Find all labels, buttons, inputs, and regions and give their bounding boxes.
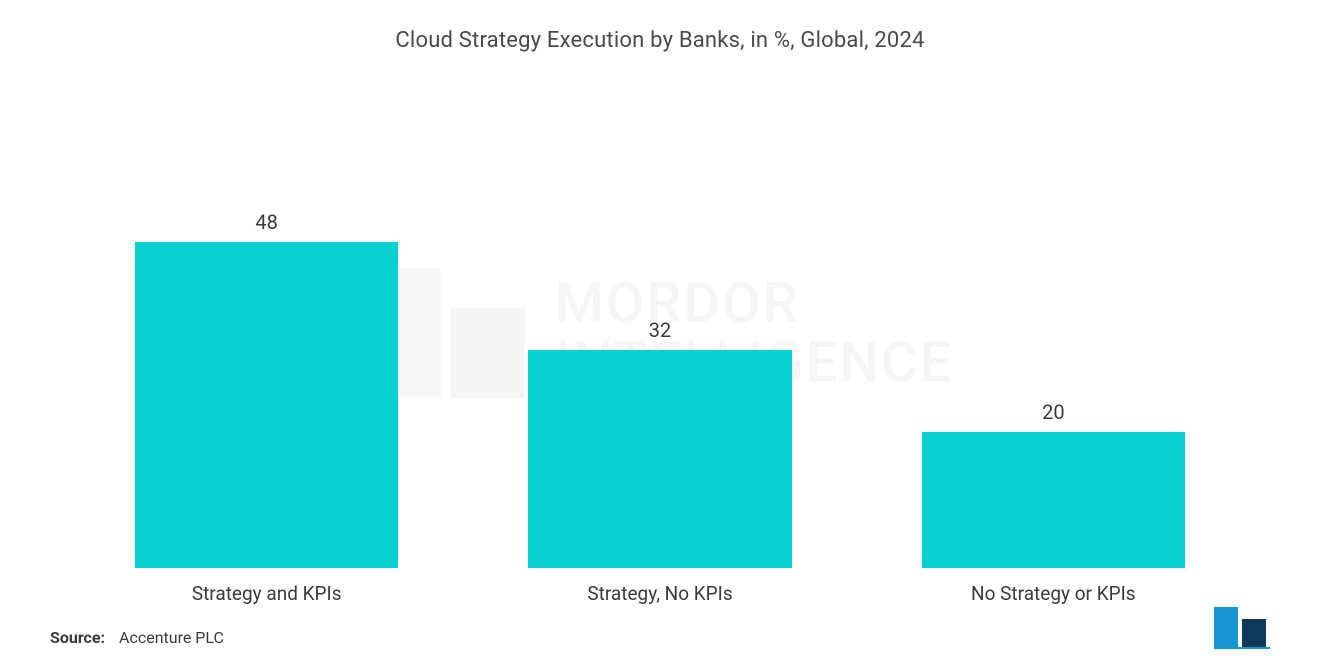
category-label: Strategy, No KPIs	[463, 582, 856, 605]
category-label: No Strategy or KPIs	[857, 582, 1250, 605]
brand-logo-bars-icon	[1214, 607, 1270, 647]
bar	[528, 350, 792, 568]
source-value: Accenture PLC	[119, 628, 224, 647]
source-label: Source:	[50, 628, 105, 647]
logo-underline	[1214, 647, 1270, 649]
source-citation: Source: Accenture PLC	[50, 628, 224, 647]
bar-slot: 32	[463, 93, 856, 568]
bar-chart: Cloud Strategy Execution by Banks, in %,…	[50, 20, 1270, 605]
bar-value-label: 32	[649, 318, 671, 342]
category-label: Strategy and KPIs	[70, 582, 463, 605]
bar-slot: 48	[70, 93, 463, 568]
bar-value-label: 20	[1042, 400, 1064, 424]
bar	[922, 432, 1186, 568]
chart-footer: Source: Accenture PLC	[50, 607, 1270, 647]
bar	[135, 242, 399, 568]
bar-slot: 20	[857, 93, 1250, 568]
plot-area: 48 32 20	[50, 93, 1270, 568]
brand-logo	[1214, 607, 1270, 647]
bar-value-label: 48	[255, 210, 277, 234]
category-axis: Strategy and KPIs Strategy, No KPIs No S…	[50, 568, 1270, 605]
logo-bar-1	[1214, 607, 1238, 647]
logo-bar-2	[1242, 619, 1266, 647]
chart-title: Cloud Strategy Execution by Banks, in %,…	[50, 20, 1270, 93]
